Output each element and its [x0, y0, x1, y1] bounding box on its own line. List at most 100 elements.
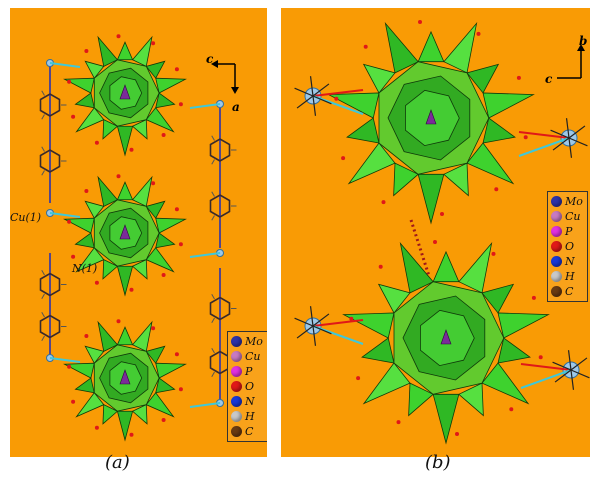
octahedron-face: [74, 377, 95, 394]
cu-o-bond: [518, 137, 570, 157]
octahedron-face: [145, 392, 175, 418]
oxygen-atom: [491, 251, 496, 256]
hydrogen-bond: [211, 191, 215, 197]
legend-item: O: [551, 239, 583, 254]
oxygen-atom: [440, 212, 444, 216]
hydrogen-bond: [211, 371, 215, 378]
octahedron-face: [482, 117, 516, 144]
oxygen-atom: [516, 75, 521, 80]
octahedron-face: [131, 404, 148, 425]
ligand-bond: [309, 306, 314, 327]
hydrogen-bond: [41, 269, 45, 276]
octahedron-face: [75, 107, 105, 133]
caption-a: (a): [105, 452, 130, 473]
legend-item: N: [231, 394, 263, 409]
octahedron-face: [327, 92, 380, 119]
octahedron-face: [155, 377, 176, 394]
ligand-bond: [554, 369, 572, 383]
ligand-bond: [568, 125, 586, 139]
octahedron-face: [97, 320, 119, 352]
octahedron-face: [75, 247, 105, 273]
legend-item: Mo: [551, 194, 583, 209]
octahedron-face: [63, 77, 95, 94]
legend-atom-icon: [231, 366, 242, 377]
oxygen-atom: [455, 432, 459, 436]
octahedron-face: [361, 337, 395, 364]
octahedron-face: [432, 250, 460, 283]
octahedron-face: [116, 410, 134, 442]
ligand-bond: [294, 87, 314, 97]
hydrogen-bond: [41, 293, 45, 300]
octahedron-face: [145, 345, 166, 364]
octahedron-face: [466, 142, 515, 185]
oxygen-atom: [94, 140, 99, 145]
octahedron-face: [74, 232, 95, 249]
oxygen-atom: [178, 387, 183, 392]
oxygen-atom: [161, 418, 166, 422]
oxygen-atom: [334, 96, 339, 101]
panel-a-structure: [39, 34, 239, 442]
octahedron-face: [417, 30, 445, 63]
ligand-bond: [312, 325, 332, 335]
octahedron-face: [102, 404, 119, 425]
hydrogen-bond: [41, 335, 45, 342]
ligand-bond: [565, 118, 570, 139]
axis-arrowhead-a: [231, 87, 239, 94]
cu-o-bond: [189, 103, 221, 109]
octahedron-face: [155, 362, 187, 379]
octahedron-face: [145, 107, 175, 133]
axis-arrowhead-b: [577, 44, 585, 51]
octahedron-face: [155, 217, 187, 234]
legend-label: H: [565, 270, 575, 283]
oxygen-atom: [67, 364, 72, 369]
octahedron-face: [362, 362, 411, 405]
pyridine-ring: [209, 194, 231, 218]
legend-atom-icon: [551, 286, 562, 297]
cu-o-bond: [312, 319, 364, 327]
oxygen-atom: [349, 316, 354, 321]
hydrogen-bond: [211, 347, 215, 354]
octahedron-face: [97, 35, 119, 67]
oxygen-atom: [71, 114, 76, 119]
octahedron-face: [466, 63, 500, 94]
panel-b-structure: [294, 20, 590, 445]
legend-label: C: [245, 425, 254, 438]
oxygen-atom: [396, 420, 401, 425]
ligand-bond: [296, 325, 314, 339]
ligand-bond: [552, 361, 572, 371]
oxygen-atom: [71, 254, 76, 259]
cu-o-bond: [49, 212, 81, 218]
octahedron-face: [482, 92, 535, 119]
oxygen-atom: [129, 432, 134, 437]
octahedron-face: [408, 382, 434, 417]
legend-label: P: [565, 225, 573, 238]
legend-item: C: [231, 424, 263, 439]
oxygen-atom: [67, 79, 72, 84]
ligand-bond: [312, 95, 317, 116]
polyoxometalate-cluster: [327, 20, 535, 225]
legend-label: Mo: [245, 335, 263, 348]
octahedron-face: [432, 393, 460, 445]
oxygen-atom: [94, 280, 99, 285]
oxygen-atom: [151, 41, 156, 46]
oxygen-atom: [494, 187, 499, 192]
oxygen-atom: [174, 207, 179, 212]
cu-o-bond: [312, 89, 364, 97]
legend-atom-icon: [551, 211, 562, 222]
octahedron-face: [346, 117, 380, 144]
octahedron-face: [131, 175, 153, 207]
octahedron-face: [342, 312, 395, 339]
ligand-bond: [296, 95, 314, 109]
phosphate-tetrahedron: [425, 109, 437, 125]
polyoxometalate-cluster: [63, 34, 187, 157]
oxygen-atom: [116, 174, 121, 179]
octahedron-face: [131, 320, 153, 352]
oxygen-atom: [356, 376, 361, 381]
cu-o-bond: [49, 357, 81, 363]
ligand-bond: [570, 369, 590, 379]
octahedron-face: [347, 142, 396, 185]
octahedron-face: [497, 337, 531, 364]
legend-item: Mo: [231, 334, 263, 349]
pyridine-ring: [209, 296, 231, 321]
octahedron-face: [116, 125, 134, 157]
